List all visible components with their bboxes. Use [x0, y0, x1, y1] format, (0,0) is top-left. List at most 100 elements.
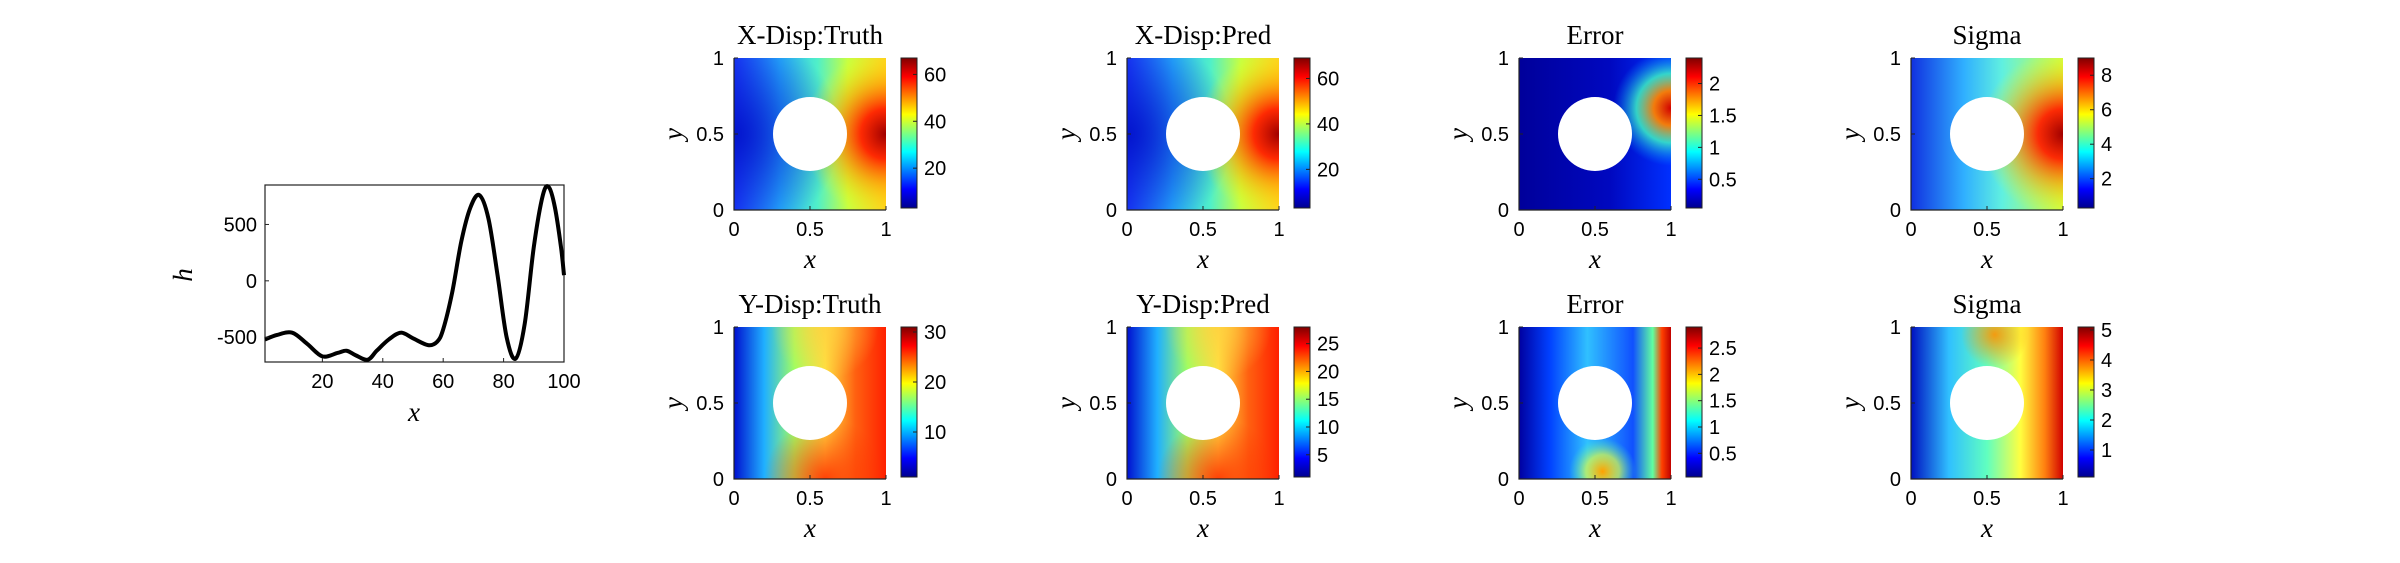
x-axis-label: x — [1588, 513, 1601, 543]
y-tick-label: 1 — [713, 48, 724, 70]
colorbar-tick-label: 8 — [2101, 65, 2112, 87]
hole-cutout — [1950, 366, 2024, 440]
colorbar — [900, 326, 918, 478]
line-x-tick-labels: 20 40 60 80 100 — [311, 358, 581, 393]
x-tick-label: 0 — [1905, 219, 1916, 241]
x-tick-label: 0.5 — [1581, 219, 1609, 241]
colorbar-tick-label: 20 — [1317, 361, 1339, 383]
x-tick-label: 0 — [1121, 219, 1132, 241]
colorbar-tick-label: 5 — [1317, 445, 1328, 467]
y-tick-label: 0.5 — [696, 393, 724, 415]
colorbar-tick-label: 20 — [924, 158, 946, 180]
heatmap-panel-x-pred: X-Disp:Pred 0 0.5 1 0 0.5 1 x y 20 40 60 — [1051, 20, 1339, 274]
colorbar-tick-label: 20 — [1317, 159, 1339, 181]
colorbar-tick-label: 1 — [1709, 417, 1720, 439]
panel-title: Y-Disp:Truth — [738, 289, 882, 319]
colorbar-tick-label: 60 — [1317, 68, 1339, 90]
x-tick-label: 0.5 — [1189, 488, 1217, 510]
y-tick-label: 0.5 — [1481, 393, 1509, 415]
hole-cutout — [1558, 97, 1632, 171]
line-plot-box — [264, 184, 565, 363]
colorbar-tick-label: 2 — [1709, 364, 1720, 386]
colorbar-tick-label: 15 — [1317, 389, 1339, 411]
x-axis-label: x — [1980, 244, 1993, 274]
y-tick-label: 0 — [713, 469, 724, 491]
x-tick-label: 0.5 — [1973, 219, 2001, 241]
line-y-tick-label: 500 — [224, 214, 257, 236]
colorbar-tick-label: 1 — [2101, 440, 2112, 462]
y-tick-label: 0 — [1890, 469, 1901, 491]
line-y-tick-label: 0 — [246, 271, 257, 293]
panel-title: X-Disp:Truth — [737, 20, 884, 50]
colorbar-tick-label: 2 — [2101, 410, 2112, 432]
colorbar-tick-label: 40 — [1317, 114, 1339, 136]
x-tick-label: 1 — [2057, 488, 2068, 510]
colorbar-tick-label: 2 — [1709, 74, 1720, 96]
colorbar-tick-label: 6 — [2101, 100, 2112, 122]
y-tick-label: 1 — [1890, 317, 1901, 339]
line-x-tick-label: 100 — [547, 371, 580, 393]
x-tick-label: 0 — [1513, 488, 1524, 510]
colorbar-tick-label: 60 — [924, 64, 946, 86]
x-tick-label: 0.5 — [1973, 488, 2001, 510]
x-tick-label: 1 — [2057, 219, 2068, 241]
colorbar-tick-label: 0.5 — [1709, 169, 1737, 191]
colorbar-tick-label: 1.5 — [1709, 105, 1737, 127]
heatmap-panel-x-sigma: Sigma 0 0.5 1 0 0.5 1 x y 2 4 6 8 — [1835, 20, 2112, 274]
colorbar-tick-label: 5 — [2101, 320, 2112, 342]
y-axis-label: y — [658, 128, 688, 143]
x-tick-label: 0 — [1905, 488, 1916, 510]
heatmap-panel-x-error: Error 0 0.5 1 0 0.5 1 x y 0.5 1 1.5 2 — [1443, 20, 1737, 274]
x-axis-label: x — [803, 244, 816, 274]
colorbar-tick-label: 4 — [2101, 350, 2112, 372]
colorbar — [1293, 326, 1311, 478]
y-axis-label: y — [658, 397, 688, 412]
colorbar-tick-label: 0.5 — [1709, 443, 1737, 465]
x-axis-label: x — [803, 513, 816, 543]
colorbar-tick-label: 4 — [2101, 134, 2112, 156]
x-tick-label: 0.5 — [1189, 219, 1217, 241]
y-tick-label: 0 — [1890, 200, 1901, 222]
y-tick-label: 0 — [1498, 469, 1509, 491]
colorbar — [2077, 326, 2095, 478]
hole-cutout — [1950, 97, 2024, 171]
x-tick-label: 1 — [1665, 219, 1676, 241]
panel-title: Y-Disp:Pred — [1136, 289, 1270, 319]
x-tick-label: 0.5 — [1581, 488, 1609, 510]
heatmap-panel-y-error: Error 0 0.5 1 0 0.5 1 x y 0.5 1 1.5 2 2.5 — [1443, 289, 1737, 543]
y-tick-label: 0.5 — [1873, 124, 1901, 146]
x-axis-label: x — [1196, 244, 1209, 274]
y-tick-label: 0 — [713, 200, 724, 222]
y-axis-label: y — [1835, 397, 1865, 412]
panel-title: Sigma — [1952, 289, 2021, 319]
x-tick-label: 0 — [728, 219, 739, 241]
x-axis-label: x — [1980, 513, 1993, 543]
panel-title: X-Disp:Pred — [1135, 20, 1272, 50]
heatmap-panel-x-truth: X-Disp:Truth 0 0.5 1 0 0.5 1 x y 20 40 60 — [658, 20, 946, 274]
y-axis-label: y — [1443, 128, 1473, 143]
line-plot: 20 40 60 80 100 -500 0 500 x h — [168, 184, 581, 427]
hole-cutout — [773, 97, 847, 171]
colorbar-tick-label: 1 — [1709, 137, 1720, 159]
y-tick-label: 0 — [1106, 469, 1117, 491]
y-tick-label: 1 — [1498, 48, 1509, 70]
hole-cutout — [773, 366, 847, 440]
colorbar-tick-label: 25 — [1317, 334, 1339, 356]
y-tick-label: 0.5 — [1089, 393, 1117, 415]
hole-cutout — [1166, 366, 1240, 440]
colorbar-tick-label: 20 — [924, 372, 946, 394]
line-x-label: x — [407, 397, 420, 427]
y-tick-label: 1 — [713, 317, 724, 339]
y-tick-label: 1 — [1890, 48, 1901, 70]
line-y-tick-labels: -500 0 500 — [217, 214, 269, 349]
colorbar-tick-label: 3 — [2101, 380, 2112, 402]
colorbar-tick-label: 2.5 — [1709, 338, 1737, 360]
line-series — [264, 184, 566, 362]
line-x-tick-label: 40 — [372, 371, 394, 393]
x-tick-label: 0.5 — [796, 488, 824, 510]
colorbar — [2077, 57, 2095, 209]
y-tick-label: 1 — [1106, 48, 1117, 70]
